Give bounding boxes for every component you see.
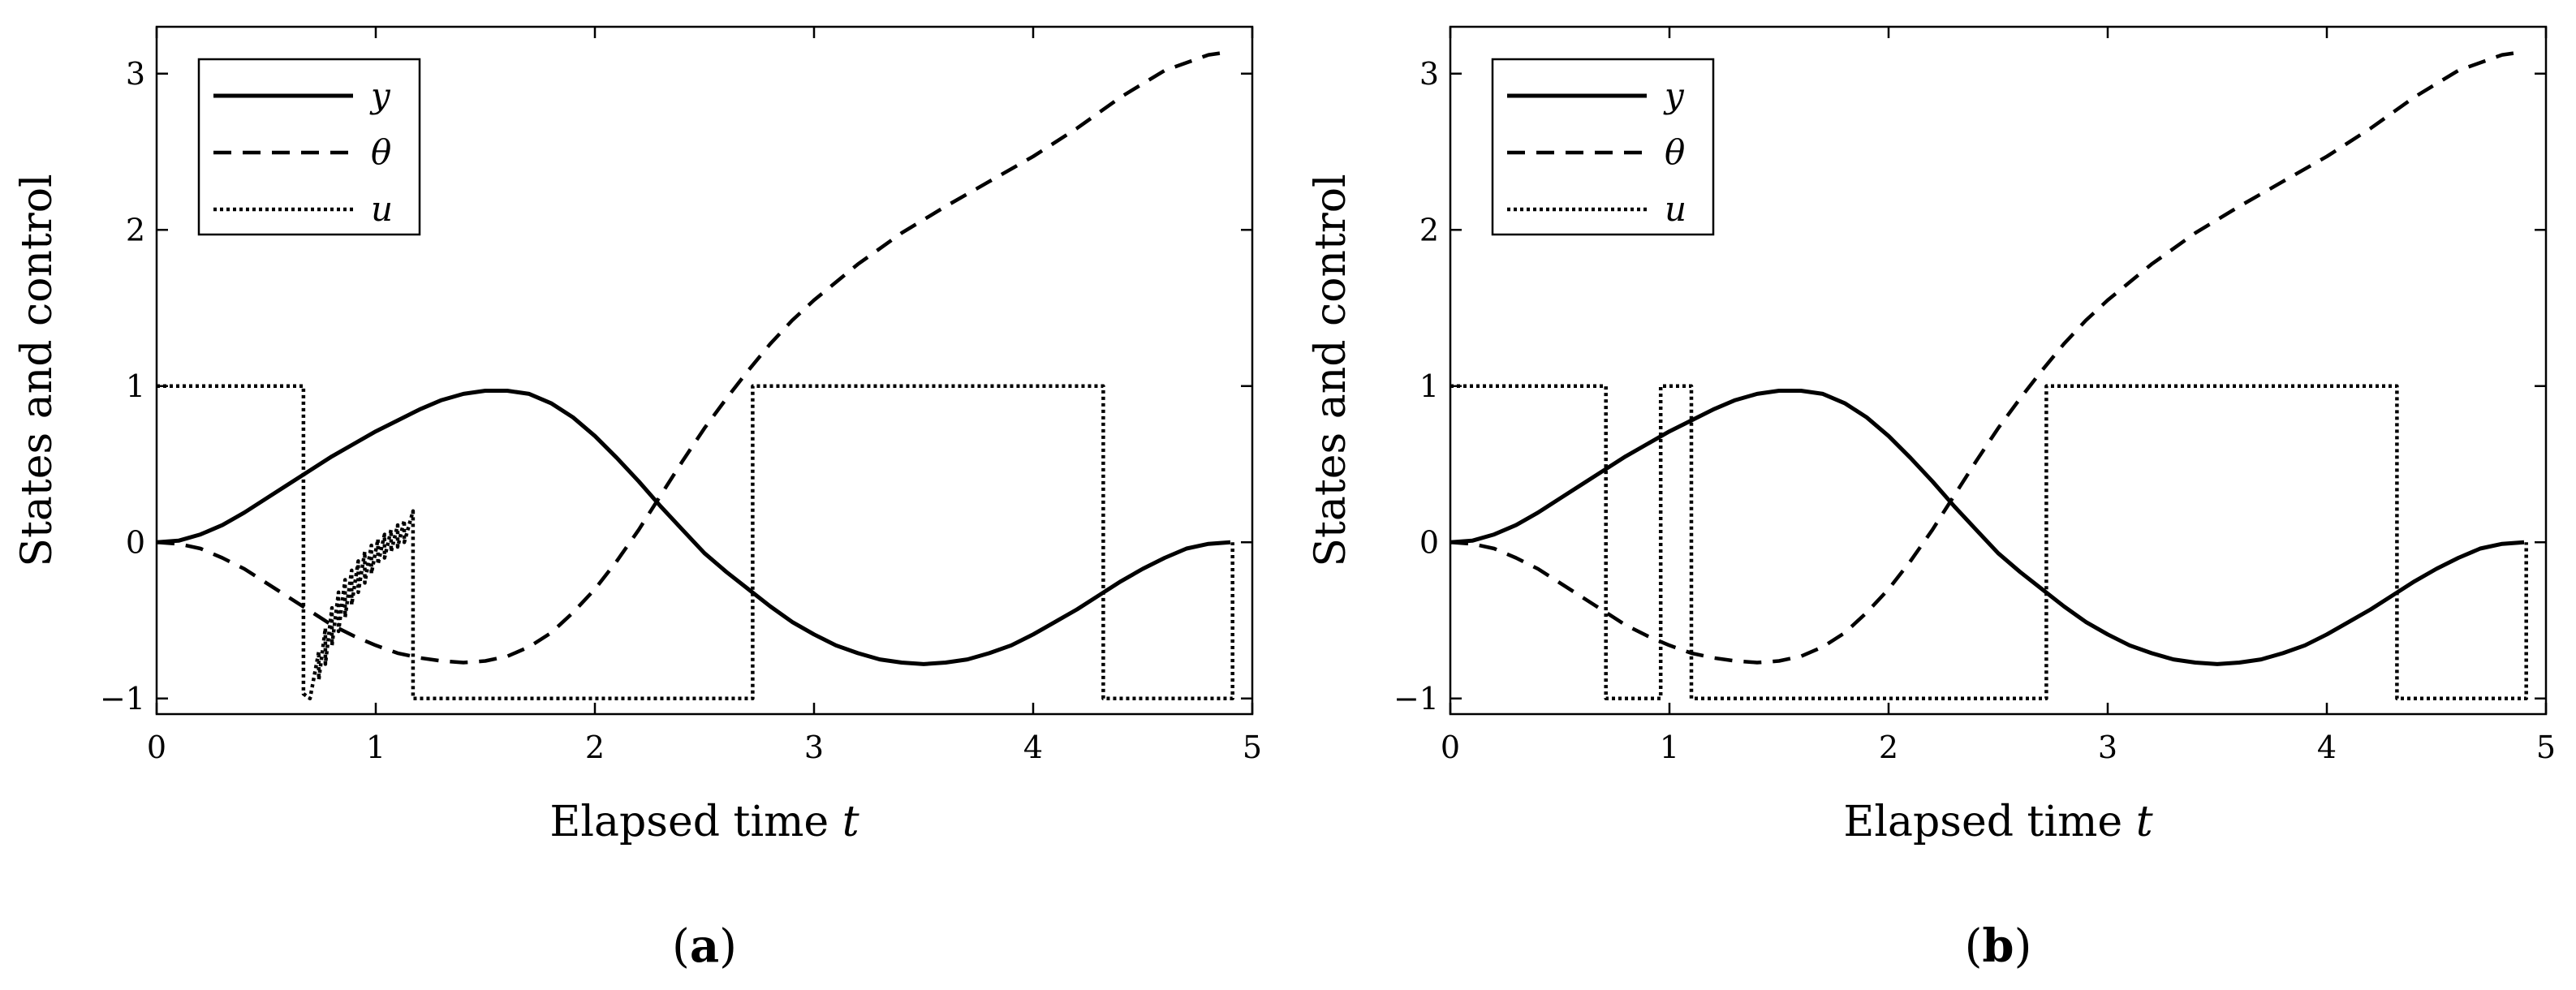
y-tick-label: 1 bbox=[126, 368, 145, 404]
x-axis-label-text: Elapsed time bbox=[1843, 798, 2135, 846]
x-axis-label-text: Elapsed time bbox=[549, 798, 842, 846]
legend-label: θ bbox=[371, 132, 391, 172]
x-tick-label: 4 bbox=[1023, 730, 1043, 765]
x-tick-label: 3 bbox=[2098, 730, 2117, 765]
series-line-u bbox=[157, 384, 1234, 701]
y-tick-label: 0 bbox=[126, 524, 145, 560]
y-tick-label: 3 bbox=[1419, 56, 1439, 92]
series-line-y bbox=[157, 389, 1231, 666]
legend-label: y bbox=[1663, 75, 1685, 115]
series-line-theta bbox=[157, 50, 1231, 665]
x-tick-label: 0 bbox=[1441, 730, 1460, 765]
legend-label: θ bbox=[1665, 132, 1685, 172]
series-line-theta bbox=[1450, 50, 2525, 665]
y-axis-label: States and control bbox=[13, 174, 62, 566]
legend-box bbox=[1491, 58, 1715, 236]
x-tick-label: 5 bbox=[1243, 730, 1262, 765]
x-tick-label: 2 bbox=[585, 730, 605, 765]
y-tick-label: 0 bbox=[1419, 524, 1439, 560]
y-tick-label: 3 bbox=[126, 56, 145, 92]
y-axis-label: States and control bbox=[1307, 174, 1355, 566]
series-line-y bbox=[1450, 389, 2525, 666]
x-axis-label: Elapsed time t bbox=[549, 798, 859, 846]
x-tick-label: 1 bbox=[366, 730, 386, 765]
plot-frame bbox=[1449, 25, 2548, 716]
x-tick-label: 5 bbox=[2536, 730, 2556, 765]
series-line-u bbox=[1450, 384, 2528, 701]
x-tick-label: 2 bbox=[1879, 730, 1898, 765]
x-axis-label-symbol: t bbox=[842, 798, 859, 846]
legend-label: y bbox=[369, 75, 391, 115]
legend-label: u bbox=[1665, 189, 1686, 229]
y-tick-label: −1 bbox=[1394, 681, 1439, 717]
legend-box bbox=[197, 58, 421, 236]
x-axis-label: Elapsed time t bbox=[1843, 798, 2152, 846]
y-tick-label: −1 bbox=[100, 681, 145, 717]
x-tick-label: 3 bbox=[804, 730, 824, 765]
y-tick-label: 2 bbox=[126, 212, 145, 248]
x-tick-label: 1 bbox=[1660, 730, 1679, 765]
panel-caption: (b) bbox=[1965, 919, 2032, 973]
y-tick-label: 2 bbox=[1419, 212, 1439, 248]
x-axis-label-symbol: t bbox=[2136, 798, 2153, 846]
y-tick-label: 1 bbox=[1419, 368, 1439, 404]
legend-label: u bbox=[371, 189, 393, 229]
panel-caption: (a) bbox=[672, 919, 737, 973]
x-tick-label: 0 bbox=[147, 730, 166, 765]
plot-frame bbox=[155, 25, 1254, 716]
x-tick-label: 4 bbox=[2317, 730, 2337, 765]
